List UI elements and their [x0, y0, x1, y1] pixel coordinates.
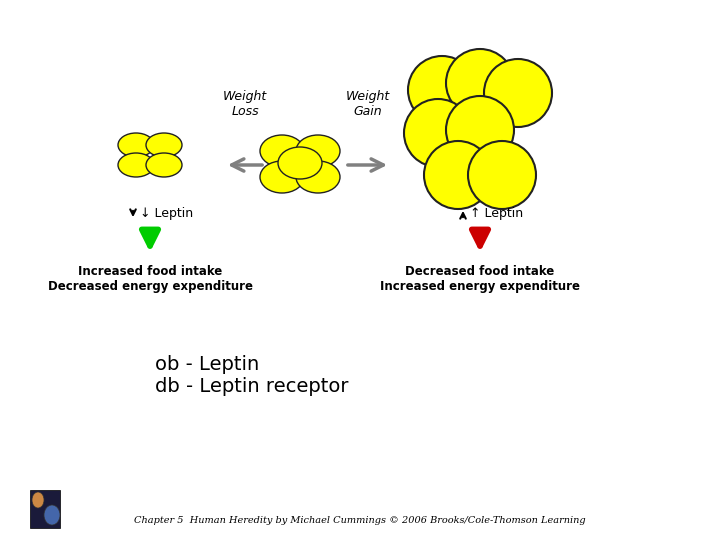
- Circle shape: [404, 99, 472, 167]
- Text: ↓ Leptin: ↓ Leptin: [140, 207, 193, 220]
- Ellipse shape: [260, 161, 304, 193]
- Ellipse shape: [260, 135, 304, 167]
- Text: Chapter 5  Human Heredity by Michael Cummings © 2006 Brooks/Cole-Thomson Learnin: Chapter 5 Human Heredity by Michael Cumm…: [134, 516, 586, 525]
- Text: ↑ Leptin: ↑ Leptin: [470, 207, 523, 220]
- Text: Increased food intake
Decreased energy expenditure: Increased food intake Decreased energy e…: [48, 265, 253, 293]
- Text: Weight
Loss: Weight Loss: [223, 90, 267, 118]
- Circle shape: [446, 96, 514, 164]
- Ellipse shape: [296, 161, 340, 193]
- Ellipse shape: [118, 133, 154, 157]
- Circle shape: [468, 141, 536, 209]
- Circle shape: [408, 56, 476, 124]
- Text: Weight
Gain: Weight Gain: [346, 90, 390, 118]
- Circle shape: [484, 59, 552, 127]
- Ellipse shape: [32, 492, 44, 508]
- Text: Decreased food intake
Increased energy expenditure: Decreased food intake Increased energy e…: [380, 265, 580, 293]
- Circle shape: [446, 49, 514, 117]
- Ellipse shape: [278, 147, 322, 179]
- Ellipse shape: [296, 135, 340, 167]
- Circle shape: [424, 141, 492, 209]
- Ellipse shape: [44, 505, 60, 525]
- FancyBboxPatch shape: [30, 490, 60, 528]
- Ellipse shape: [118, 153, 154, 177]
- Ellipse shape: [146, 133, 182, 157]
- Ellipse shape: [146, 153, 182, 177]
- Text: ob - Leptin
db - Leptin receptor: ob - Leptin db - Leptin receptor: [155, 355, 348, 396]
